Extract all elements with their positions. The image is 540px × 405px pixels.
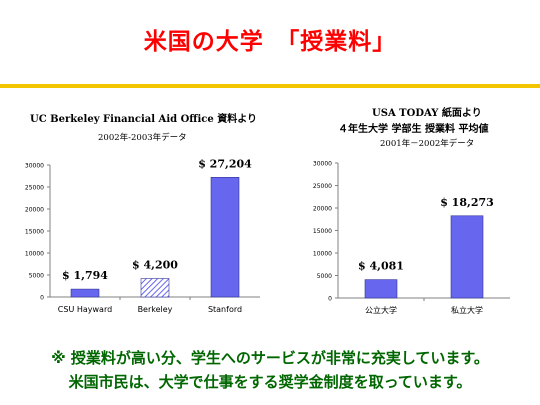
- left-chart-data-label: $ 27,204: [198, 157, 252, 170]
- left-source-line1: UC Berkeley Financial Aid Office 資料より: [30, 114, 258, 125]
- left-chart-bar: [210, 177, 240, 298]
- right-chart-data-label: $ 18,273: [440, 196, 494, 209]
- right-chart-y-tick-label: 30000: [313, 161, 332, 168]
- right-chart-bar: [450, 215, 484, 299]
- left-chart-data-label: $ 1,794: [62, 269, 108, 282]
- footer-note-line2: 米国市民は、大学で仕事をする奨学金制度を取っています。: [68, 373, 472, 391]
- left-chart-y-tick-label: 10000: [25, 251, 44, 258]
- page-title: 米国の大学 「授業料」: [143, 29, 397, 55]
- left-chart-y-tick-label: 25000: [25, 185, 44, 192]
- left-source-line2: 2002年-2003年データ: [98, 133, 187, 143]
- right-chart-y-tick-label: 15000: [313, 228, 332, 235]
- left-chart-y-tick-label: 15000: [25, 229, 44, 236]
- left-chart-bar: [70, 288, 100, 298]
- right-chart-data-label: $ 4,081: [358, 260, 404, 273]
- left-chart-category-label: Berkeley: [138, 305, 173, 314]
- right-source-line2: ４年生大学 学部生 授業料 平均値: [338, 124, 489, 135]
- left-chart-y-tick-label: 30000: [25, 163, 44, 170]
- right-chart-bar: [364, 279, 398, 299]
- left-chart-bar: [140, 278, 170, 298]
- title-divider: [0, 84, 540, 88]
- right-source-line1: USA TODAY 紙面より: [372, 108, 482, 119]
- left-chart-data-label: $ 4,200: [132, 259, 178, 272]
- footer-note-line1: ※ 授業料が高い分、学生へのサービスが非常に充実しています。: [51, 349, 489, 367]
- right-chart-y-tick-label: 10000: [313, 251, 332, 258]
- right-chart-category-label: 公立大学: [365, 305, 397, 315]
- left-chart-y-tick-label: 0: [40, 295, 44, 302]
- right-chart-category-label: 私立大学: [451, 305, 483, 315]
- right-chart-y-tick-label: 0: [328, 296, 332, 303]
- left-chart-category-label: CSU Hayward: [58, 305, 112, 314]
- right-source-line3: 2001年－2002年データ: [380, 139, 475, 149]
- left-chart-category-label: Stanford: [208, 305, 242, 314]
- left-chart-y-tick-label: 5000: [29, 273, 44, 280]
- left-chart-y-tick-label: 20000: [25, 207, 44, 214]
- right-chart-y-tick-label: 20000: [313, 206, 332, 213]
- right-chart-y-tick-label: 25000: [313, 183, 332, 190]
- right-chart-y-tick-label: 5000: [317, 273, 332, 280]
